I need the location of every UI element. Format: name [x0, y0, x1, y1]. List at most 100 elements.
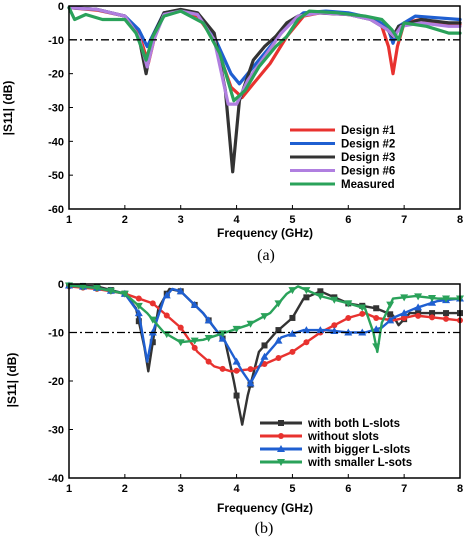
series-marker-with-smaller-l-sots	[120, 290, 129, 298]
panel-a-series	[67, 6, 462, 174]
series-line-design-2	[67, 6, 462, 86]
series-marker-with-bigger-l-slots	[246, 379, 255, 387]
x-tick-label: 5	[289, 483, 295, 495]
series-marker-with-bigger-l-slots	[218, 334, 227, 342]
series-marker-with-smaller-l-sots	[134, 302, 143, 310]
series-marker-with-smaller-l-sots	[176, 339, 185, 347]
series-marker-with-bigger-l-slots	[162, 291, 171, 299]
series-marker-with-both-l-slots	[233, 392, 240, 399]
legend-label-design-6: Design #6	[341, 166, 395, 178]
series-marker-with-both-l-slots	[303, 294, 310, 301]
series-marker-without-slots	[233, 367, 240, 374]
series-marker-with-smaller-l-sots	[414, 293, 423, 301]
y-tick-label: -40	[48, 136, 64, 148]
y-tick-label: -30	[48, 425, 64, 437]
y-tick-label: -20	[48, 69, 64, 81]
series-marker-with-bigger-l-slots	[386, 316, 395, 324]
series-marker-with-both-l-slots	[261, 342, 268, 349]
x-tick-label: 2	[122, 214, 128, 226]
series-marker-without-slots	[247, 366, 254, 373]
series-marker-without-slots	[205, 358, 212, 365]
series-marker-with-smaller-l-sots	[106, 287, 115, 295]
series-marker-without-slots	[443, 315, 450, 322]
legend-label-with-smaller-l-sots: with smaller L-sots	[307, 457, 412, 469]
series-marker-without-slots	[373, 314, 380, 321]
series-marker-with-bigger-l-slots	[414, 303, 423, 311]
series-marker-with-bigger-l-slots	[428, 298, 437, 306]
series-marker-with-bigger-l-slots	[302, 326, 311, 334]
panel-a-y-ticks: 0 -10 -20 -30 -40 -50 -60	[48, 1, 73, 216]
y-tick-label: -10	[48, 328, 64, 340]
series-marker-with-bigger-l-slots	[288, 329, 297, 337]
series-line-with-bigger-l-slots	[67, 284, 462, 385]
series-marker-with-smaller-l-sots	[372, 343, 381, 351]
series-marker-with-both-l-slots	[275, 327, 282, 334]
series-marker-with-smaller-l-sots	[190, 337, 199, 345]
series-marker-with-bigger-l-slots	[190, 300, 199, 308]
panel-b-y-ticks: 0 -10 -20 -30 -40	[48, 279, 73, 485]
series-marker-with-both-l-slots	[289, 314, 296, 321]
legend-label-design-1: Design #1	[341, 125, 396, 137]
series-marker-with-bigger-l-slots	[204, 316, 213, 324]
series-marker-with-smaller-l-sots	[274, 300, 283, 308]
series-marker-with-bigger-l-slots	[260, 352, 269, 360]
x-tick-label: 8	[457, 214, 463, 226]
legend-label-with-both-l-slots: with both L-slots	[307, 418, 400, 430]
x-tick-label: 6	[345, 214, 351, 226]
series-marker-without-slots	[191, 344, 198, 351]
series-marker-with-both-l-slots	[149, 339, 156, 346]
series-marker-with-smaller-l-sots	[92, 284, 101, 292]
series-marker-with-smaller-l-sots	[386, 301, 395, 309]
y-tick-label: -40	[48, 473, 64, 485]
series-line-design-6	[67, 6, 462, 106]
series-marker-with-smaller-l-sots	[442, 295, 451, 303]
panel-b-series	[65, 281, 464, 426]
series-marker-with-bigger-l-slots	[274, 336, 283, 344]
series-marker-with-smaller-l-sots	[330, 296, 339, 304]
y-tick-label: -50	[48, 170, 64, 182]
x-tick-label: 1	[66, 483, 72, 495]
x-tick-label: 5	[289, 214, 295, 226]
panel-b: 1 2 3 4 5 6 7 8 0 -10 -20 -30 -40 Frequency (GHz) |…	[5, 279, 464, 537]
series-marker-with-smaller-l-sots	[260, 313, 269, 321]
series-marker-without-slots	[149, 300, 156, 307]
x-tick-label: 6	[345, 483, 351, 495]
series-marker-with-smaller-l-sots	[204, 334, 213, 342]
series-marker-with-smaller-l-sots	[288, 287, 297, 295]
series-marker-without-slots	[303, 339, 310, 346]
y-tick-label: 0	[58, 1, 64, 13]
series-marker-with-bigger-l-slots	[176, 287, 185, 295]
series-marker-with-smaller-l-sots	[232, 325, 241, 333]
series-marker-with-bigger-l-slots	[372, 325, 381, 333]
legend-marker-with-bigger-l-slots	[277, 445, 285, 452]
series-marker-without-slots	[177, 324, 184, 331]
y-tick-label: -10	[48, 35, 64, 47]
legend-label-design-2: Design #2	[341, 139, 395, 151]
legend-label-design-3: Design #3	[341, 152, 395, 164]
series-marker-without-slots	[331, 322, 338, 329]
x-tick-label: 4	[234, 483, 241, 495]
series-marker-with-smaller-l-sots	[344, 300, 353, 308]
y-tick-label: -60	[48, 204, 64, 216]
y-tick-label: -30	[48, 103, 64, 115]
panel-b-x-ticks: 1 2 3 4 5 6 7 8	[66, 474, 463, 495]
series-marker-with-both-l-slots	[135, 318, 142, 325]
panel-a: 1 2 3 4 5 6 7 8 0 -10 -20 -30 -40 -50 -60 Frequency (…	[1, 1, 463, 264]
legend-label-without-slots: without slots	[307, 431, 379, 443]
series-marker-without-slots	[401, 314, 408, 321]
series-marker-without-slots	[359, 310, 366, 317]
series-marker-with-bigger-l-slots	[316, 326, 325, 334]
series-marker-with-both-l-slots	[317, 288, 324, 295]
panel-a-x-axis-label: Frequency (GHz)	[217, 226, 313, 240]
series-marker-with-smaller-l-sots	[302, 287, 311, 295]
series-marker-without-slots	[163, 312, 170, 319]
series-marker-without-slots	[429, 314, 436, 321]
series-marker-with-smaller-l-sots	[428, 294, 437, 302]
series-marker-without-slots	[135, 295, 142, 302]
legend-label-with-bigger-l-slots: with bigger L-slots	[307, 444, 410, 456]
panel-b-x-axis-label: Frequency (GHz)	[217, 501, 313, 515]
series-marker-without-slots	[275, 354, 282, 361]
x-tick-label: 7	[401, 214, 407, 226]
